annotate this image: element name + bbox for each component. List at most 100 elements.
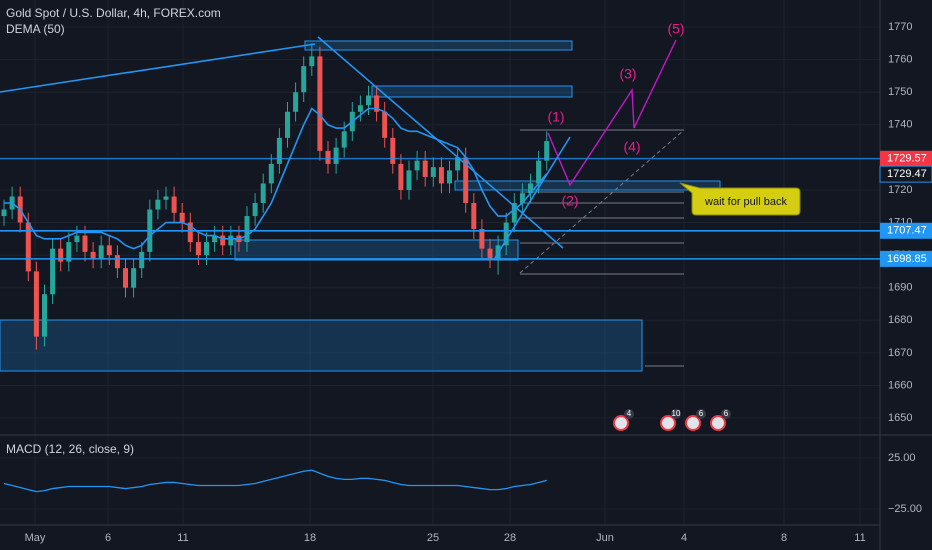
candle-body xyxy=(58,248,64,262)
event-icon xyxy=(613,415,629,431)
candle-body xyxy=(252,203,258,217)
macd-line xyxy=(3,469,547,493)
zone xyxy=(304,40,573,51)
candle-body xyxy=(285,111,290,138)
candle-body xyxy=(171,196,177,213)
x-tick-label: 18 xyxy=(304,532,316,544)
candle-body xyxy=(309,56,315,67)
candle-body xyxy=(74,235,80,243)
candle-body xyxy=(187,222,193,243)
candle-body xyxy=(114,255,120,269)
candle-body xyxy=(519,193,525,203)
x-tick-label: May xyxy=(25,532,46,544)
candle-body xyxy=(131,268,137,288)
zone xyxy=(454,180,721,191)
candle-body xyxy=(220,235,226,246)
price-label: 1698.85 xyxy=(887,253,927,265)
price-label: 1729.57 xyxy=(887,153,927,165)
candle-body xyxy=(1,209,7,217)
candle-body xyxy=(155,199,161,210)
candle-body xyxy=(430,167,436,177)
event-badge xyxy=(671,409,681,419)
indicator-title: DEMA (50) xyxy=(6,22,65,36)
price-label-box xyxy=(880,150,932,167)
candle-body xyxy=(463,157,469,203)
x-tick-label: 28 xyxy=(504,532,516,544)
x-tick-label: 25 xyxy=(427,532,439,544)
candle-body xyxy=(301,66,307,93)
candle-body xyxy=(487,248,493,259)
candle-body xyxy=(33,271,39,337)
candle-body xyxy=(163,196,169,200)
candle-body xyxy=(382,111,388,138)
event-count: 4 xyxy=(627,409,632,418)
candle-body xyxy=(260,183,266,203)
macd-title: MACD (12, 26, close, 9) xyxy=(6,442,134,456)
candle-body xyxy=(66,242,72,262)
x-tick-label: 8 xyxy=(781,532,787,544)
price-label: 1707.47 xyxy=(887,225,927,237)
candle-body xyxy=(325,150,331,164)
candle-body xyxy=(422,160,428,177)
candle-body xyxy=(447,170,452,184)
candle-body xyxy=(333,147,339,164)
y-tick-label: 1740 xyxy=(888,119,912,131)
dema-line xyxy=(4,107,548,250)
x-tick-label: Jun xyxy=(596,532,614,544)
wave-label: (2) xyxy=(561,193,578,209)
candle-body xyxy=(390,137,396,164)
candle-body xyxy=(179,212,185,223)
candle-body xyxy=(414,160,420,171)
candle-body xyxy=(293,92,299,112)
event-icon xyxy=(710,415,726,431)
event-count: 6 xyxy=(724,409,729,418)
candle-body xyxy=(317,56,323,151)
event-badge xyxy=(696,409,706,419)
price-label-box xyxy=(879,165,932,183)
candle-body xyxy=(276,137,282,164)
event-count: 10 xyxy=(672,409,681,418)
x-tick-label: 6 xyxy=(105,532,111,544)
candle-body xyxy=(398,163,404,190)
events: 4 10 6 6 xyxy=(613,409,731,431)
zone xyxy=(234,239,519,261)
wave-label: (1) xyxy=(547,109,564,125)
candle-body xyxy=(536,160,542,184)
candle-body xyxy=(455,157,461,171)
fib-lines xyxy=(519,129,685,367)
candle-body xyxy=(374,95,380,112)
y-tick-label: 1670 xyxy=(888,347,912,359)
x-tick-label: 11 xyxy=(854,532,865,544)
chart-title: Gold Spot / U.S. Dollar, 4h, FOREX.com xyxy=(6,6,221,20)
y-tick-label: 1760 xyxy=(888,54,912,66)
candle-body xyxy=(528,183,533,194)
callout-text: wait for pull back xyxy=(704,196,787,208)
y-tick-label: 1720 xyxy=(888,184,912,196)
zones xyxy=(0,40,721,372)
event-badge xyxy=(721,409,731,419)
event-count: 6 xyxy=(699,409,704,418)
macd-tick-label: 25.00 xyxy=(888,452,916,464)
wave-label: (4) xyxy=(623,139,640,155)
candle-body xyxy=(471,203,477,230)
candle-body xyxy=(195,242,201,256)
candle-body xyxy=(366,95,371,106)
zone xyxy=(0,319,643,372)
trend-line xyxy=(0,43,316,93)
candle-body xyxy=(511,203,517,223)
candle-body xyxy=(25,222,31,272)
candle-body xyxy=(244,216,250,243)
candle-body xyxy=(204,242,209,256)
candle-body xyxy=(42,294,47,337)
wave-labels: (1) (2) (3) (4) (5) xyxy=(547,21,684,209)
event-icon xyxy=(685,415,701,431)
candle-body xyxy=(268,163,274,184)
candle-body xyxy=(438,167,444,184)
x-tick-label: 11 xyxy=(177,532,188,544)
wave-path xyxy=(547,39,677,187)
candle-body xyxy=(479,229,485,249)
candle-body xyxy=(106,245,112,256)
y-tick-label: 1650 xyxy=(888,412,912,424)
